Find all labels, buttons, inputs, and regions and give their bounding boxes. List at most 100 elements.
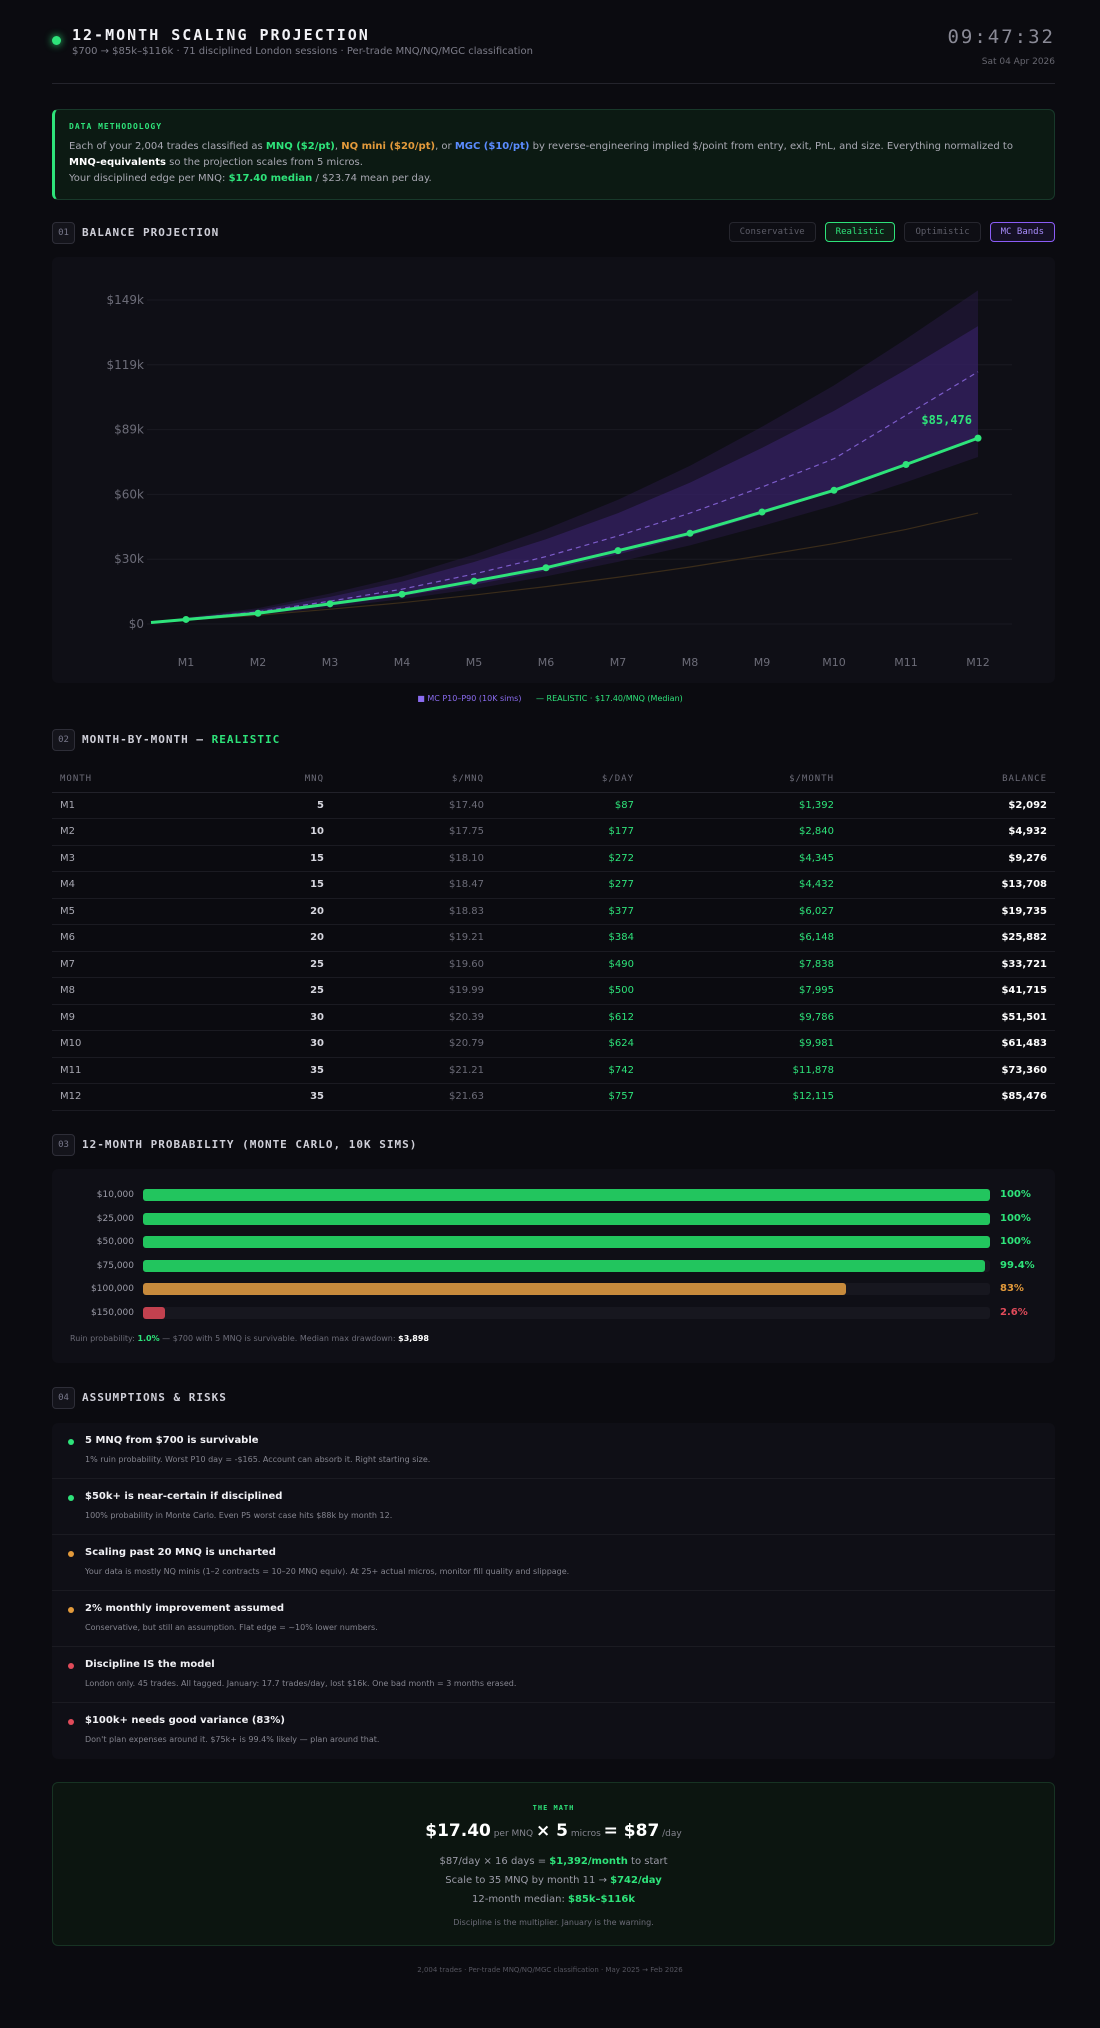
eq-size: × 5 xyxy=(535,1821,568,1841)
cell-per-mnq: $18.83 xyxy=(332,898,492,925)
assumption-description: Don't plan expenses around it. $75k+ is … xyxy=(85,1735,380,1744)
cell-balance: $13,708 xyxy=(842,871,1055,899)
probability-bar xyxy=(143,1283,846,1295)
math-line-1: $87/day × 16 days = $1,392/month to star… xyxy=(53,1856,1054,1867)
realistic-point xyxy=(542,564,550,572)
probability-threshold: $100,000 xyxy=(91,1284,134,1294)
probability-row: $25,000 100% xyxy=(52,1212,1055,1226)
section-number: 03 xyxy=(52,1134,75,1156)
probability-row: $100,000 83% xyxy=(52,1282,1055,1296)
cell-per-day: $612 xyxy=(492,1004,642,1031)
cell-month: M6 xyxy=(52,924,232,952)
probability-row: $150,000 2.6% xyxy=(52,1306,1055,1320)
assumptions-panel: 5 MNQ from $700 is survivable 1% ruin pro… xyxy=(52,1423,1055,1759)
assumption-description: 1% ruin probability. Worst P10 day = -$1… xyxy=(85,1455,431,1464)
assumption-title: Scaling past 20 MNQ is uncharted xyxy=(85,1547,276,1558)
probability-bar xyxy=(143,1236,990,1248)
cell-balance: $2,092 xyxy=(842,792,1055,819)
cell-per-mnq: $21.63 xyxy=(332,1083,492,1111)
x-tick-label: M11 xyxy=(894,656,918,669)
cell-per-mnq: $18.47 xyxy=(332,871,492,899)
cell-per-mnq: $20.79 xyxy=(332,1030,492,1058)
col-per-mnq: $/MNQ xyxy=(332,766,492,793)
cell-per-month: $1,392 xyxy=(642,792,842,819)
conservative-button[interactable]: Conservative xyxy=(728,222,816,242)
mc-bands-button[interactable]: MC Bands xyxy=(989,222,1055,242)
mc-median-line xyxy=(150,371,979,624)
cell-mnq: 35 xyxy=(232,1057,332,1084)
page-subtitle: $700 → $85k–$116k · 71 disciplined Londo… xyxy=(72,46,533,57)
methodology-panel: DATA METHODOLOGY Each of your 2,004 trad… xyxy=(52,109,1055,200)
cell-per-month: $7,995 xyxy=(642,977,842,1005)
methodology-text-part: by reverse-engineering implied $/point f… xyxy=(529,141,1013,152)
ruin-probability: 1.0% xyxy=(137,1334,160,1343)
x-tick-label: M7 xyxy=(610,656,627,669)
status-dot-icon xyxy=(68,1551,74,1557)
cell-month: M4 xyxy=(52,871,232,899)
table-row: M9 30 $20.39 $612 $9,786 $51,501 xyxy=(52,1004,1055,1031)
probability-bar-track xyxy=(143,1259,990,1272)
edge-label: Your disciplined edge per MNQ: xyxy=(69,173,229,184)
cell-month: M1 xyxy=(52,792,232,819)
x-tick-label: M3 xyxy=(322,656,339,669)
col-mnq: MNQ xyxy=(232,766,332,793)
realistic-point xyxy=(470,577,478,585)
assumption-item: 2% monthly improvement assumed Conservati… xyxy=(52,1591,1055,1647)
cell-month: M7 xyxy=(52,951,232,978)
assumption-item: $50k+ is near-certain if disciplined 100%… xyxy=(52,1479,1055,1535)
table-header-row: MONTH MNQ $/MNQ $/DAY $/MONTH BALANCE xyxy=(52,766,1055,793)
table-row: M7 25 $19.60 $490 $7,838 $33,721 xyxy=(52,951,1055,978)
cell-per-mnq: $21.21 xyxy=(332,1057,492,1084)
realistic-point xyxy=(182,615,190,623)
scenario-toggle: Conservative Realistic Optimistic MC Ban… xyxy=(728,222,1055,242)
optimistic-button[interactable]: Optimistic xyxy=(904,222,981,242)
cell-balance: $73,360 xyxy=(842,1057,1055,1084)
assumption-item: Scaling past 20 MNQ is uncharted Your dat… xyxy=(52,1535,1055,1591)
realistic-point xyxy=(326,600,334,608)
section-title: MONTH-BY-MONTH — REALISTIC xyxy=(82,733,280,746)
realistic-button[interactable]: Realistic xyxy=(824,222,896,242)
section-title: 12-MONTH PROBABILITY (MONTE CARLO, 10K S… xyxy=(82,1138,418,1151)
col-per-month: $/MONTH xyxy=(642,766,842,793)
table-row: M2 10 $17.75 $177 $2,840 $4,932 xyxy=(52,818,1055,846)
section-title: BALANCE PROJECTION xyxy=(82,226,220,239)
cell-per-day: $272 xyxy=(492,845,642,872)
cell-per-month: $9,981 xyxy=(642,1030,842,1058)
median-drawdown: $3,898 xyxy=(398,1334,429,1343)
assumption-description: Conservative, but still an assumption. F… xyxy=(85,1623,378,1632)
cell-mnq: 30 xyxy=(232,1004,332,1031)
math-text: Scale to 35 MNQ by month 11 → xyxy=(445,1875,611,1886)
assumption-title: 2% monthly improvement assumed xyxy=(85,1603,285,1614)
cell-balance: $61,483 xyxy=(842,1030,1055,1058)
assumption-title: $100k+ needs good variance (83%) xyxy=(85,1715,285,1726)
x-tick-label: M10 xyxy=(822,656,846,669)
cell-per-day: $624 xyxy=(492,1030,642,1058)
cell-mnq: 20 xyxy=(232,898,332,925)
probability-bar-track xyxy=(143,1189,990,1201)
assumption-description: 100% probability in Monte Carlo. Even P5… xyxy=(85,1511,393,1520)
cell-month: M9 xyxy=(52,1004,232,1031)
cell-balance: $4,932 xyxy=(842,818,1055,846)
cell-month: M3 xyxy=(52,845,232,872)
cell-per-month: $12,115 xyxy=(642,1083,842,1111)
methodology-sep: , or xyxy=(435,141,455,152)
cell-mnq: 5 xyxy=(232,792,332,819)
chart-legend: ■ MC P10–P90 (10K sims) — REALISTIC · $1… xyxy=(0,694,1100,703)
status-dot-icon xyxy=(68,1607,74,1613)
cell-per-day: $757 xyxy=(492,1083,642,1111)
cell-per-day: $500 xyxy=(492,977,642,1005)
cell-balance: $25,882 xyxy=(842,924,1055,952)
page-header: 12-MONTH SCALING PROJECTION $700 → $85k–… xyxy=(52,22,1055,84)
section-number: 04 xyxy=(52,1387,75,1409)
methodology-title: DATA METHODOLOGY xyxy=(69,122,163,131)
status-dot-icon xyxy=(68,1439,74,1445)
assumption-title: $50k+ is near-certain if disciplined xyxy=(85,1491,283,1502)
cell-month: M12 xyxy=(52,1083,232,1111)
math-highlight: $1,392/month xyxy=(549,1856,628,1867)
status-dot-icon xyxy=(68,1495,74,1501)
math-panel: THE MATH $17.40 per MNQ × 5 micros = $87… xyxy=(52,1782,1055,1946)
cell-mnq: 15 xyxy=(232,871,332,899)
col-balance: BALANCE xyxy=(842,766,1055,793)
edge-mean: / $23.74 mean per day. xyxy=(312,173,432,184)
probability-row: $50,000 100% xyxy=(52,1235,1055,1249)
